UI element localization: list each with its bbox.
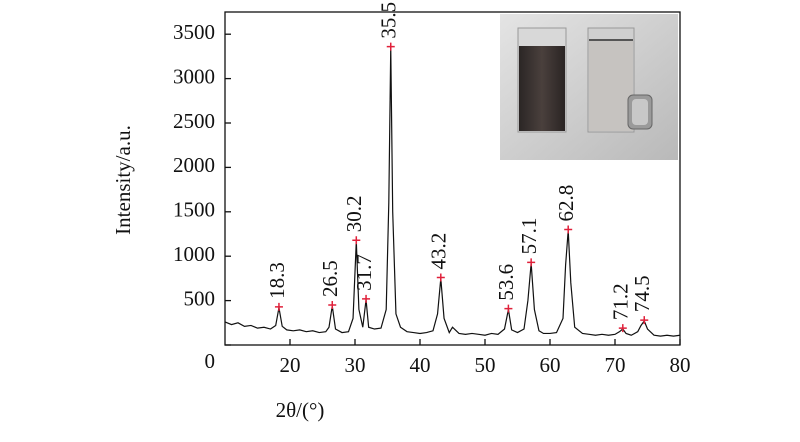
peak-marker	[618, 324, 627, 333]
spectrum-line	[224, 47, 681, 337]
plot-frame	[224, 11, 681, 346]
peak-marker	[504, 304, 513, 313]
peak-label: 30.2	[342, 195, 366, 232]
y-tick-label: 1500	[173, 198, 215, 222]
x-tick-label: 30	[345, 353, 366, 377]
peak-marker	[527, 258, 536, 267]
peak-marker	[386, 42, 395, 51]
peak-label: 35.5	[377, 2, 401, 39]
x-tick-label: 20	[280, 353, 301, 377]
y-tick-label: 1000	[173, 242, 215, 266]
peak-label: 71.2	[609, 283, 633, 320]
inset-photo	[500, 14, 678, 160]
peak-marker	[640, 316, 649, 325]
peak-label: 26.5	[318, 260, 342, 297]
y-axis-label: Intensity/a.u.	[111, 125, 135, 235]
y-tick-label: 2000	[173, 153, 215, 177]
peak-label: 43.2	[427, 233, 451, 270]
y-tick-label: 0	[205, 349, 216, 373]
peak-marker	[564, 225, 573, 234]
y-tick-label: 3000	[173, 64, 215, 88]
peak-label: 57.1	[517, 218, 541, 255]
x-tick-label: 40	[410, 353, 431, 377]
x-tick-label: 80	[670, 353, 691, 377]
x-tick-label: 70	[605, 353, 626, 377]
peak-marker	[362, 294, 371, 303]
peak-label: 53.6	[494, 264, 518, 301]
peak-marker	[352, 236, 361, 245]
y-tick-label: 2500	[173, 109, 215, 133]
peak-label: 31.7	[352, 254, 376, 291]
peak-label: 74.5	[630, 275, 654, 312]
x-tick-label: 50	[475, 353, 496, 377]
x-axis-label: 2θ/(°)	[276, 398, 325, 422]
y-tick-label: 3500	[173, 20, 215, 44]
peak-label: 18.3	[265, 262, 289, 299]
peak-marker	[274, 302, 283, 311]
x-tick-label: 60	[540, 353, 561, 377]
y-tick-label: 500	[184, 286, 216, 310]
peak-marker	[328, 301, 337, 310]
peak-marker	[436, 273, 445, 282]
peak-label: 62.8	[554, 185, 578, 222]
